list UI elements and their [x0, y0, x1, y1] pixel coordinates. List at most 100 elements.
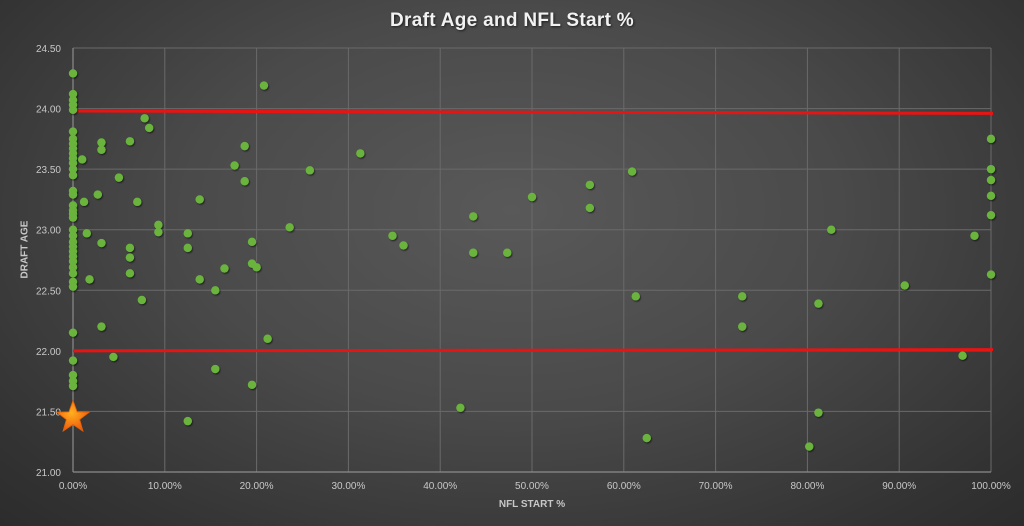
x-tick-label: 10.00%	[148, 481, 182, 492]
data-point	[585, 203, 595, 213]
data-point	[642, 433, 651, 443]
data-point	[82, 229, 91, 238]
x-tick-label: 70.00%	[699, 481, 733, 492]
x-tick-label: 60.00%	[607, 481, 641, 492]
data-point	[68, 231, 78, 240]
y-axis-label: DRAFT AGE	[19, 220, 31, 279]
data-point	[97, 238, 106, 248]
data-point	[68, 328, 78, 337]
data-point	[68, 213, 78, 222]
data-point	[900, 281, 909, 290]
data-point	[527, 192, 537, 202]
data-point	[399, 241, 408, 250]
reference-line	[72, 348, 994, 353]
data-point	[970, 231, 979, 240]
x-tick-label: 90.00%	[882, 481, 916, 492]
data-point	[305, 166, 315, 175]
data-point	[68, 127, 78, 136]
data-point	[263, 334, 272, 343]
y-tick-label: 21.00	[36, 468, 61, 479]
data-point	[805, 442, 814, 451]
star-marker	[55, 399, 91, 433]
data-point	[738, 322, 747, 331]
data-point	[195, 195, 204, 204]
x-tick-label: 30.00%	[331, 481, 365, 492]
data-point	[247, 380, 257, 389]
data-point	[986, 270, 996, 279]
data-point	[827, 225, 836, 234]
data-point	[125, 253, 135, 262]
chart-title: Draft Age and NFL Start %	[390, 10, 634, 31]
data-point	[68, 89, 78, 99]
data-point	[68, 282, 78, 291]
data-point	[114, 173, 124, 182]
data-point	[125, 137, 135, 146]
data-point	[68, 171, 78, 180]
data-point	[109, 352, 118, 362]
data-point	[259, 81, 269, 90]
data-point	[247, 237, 257, 247]
data-point	[68, 69, 78, 78]
data-point	[68, 269, 78, 278]
data-point	[986, 191, 996, 200]
data-point	[79, 197, 89, 207]
data-point	[503, 248, 512, 257]
data-point	[133, 197, 142, 207]
y-tick-label: 23.50	[36, 165, 61, 176]
data-point	[814, 299, 823, 308]
data-point	[97, 322, 106, 331]
data-point	[68, 381, 78, 391]
data-point	[456, 403, 465, 412]
y-tick-label: 22.50	[36, 286, 61, 297]
data-point	[68, 190, 78, 199]
data-point	[814, 408, 823, 417]
data-point	[631, 292, 640, 301]
data-point	[68, 105, 78, 114]
data-point	[585, 180, 595, 190]
data-point	[986, 134, 996, 144]
y-tick-label: 23.00	[36, 226, 61, 237]
data-point	[144, 123, 154, 133]
data-point	[388, 231, 397, 240]
data-point	[68, 356, 78, 365]
x-tick-label: 40.00%	[423, 481, 457, 492]
data-point	[958, 351, 967, 360]
x-tick-label: 50.00%	[515, 481, 549, 492]
data-point	[252, 263, 261, 272]
data-point	[627, 167, 637, 176]
data-point	[285, 223, 294, 232]
data-point	[97, 138, 106, 147]
x-axis-label: NFL START %	[498, 499, 566, 510]
data-point	[68, 370, 78, 380]
data-point	[154, 220, 163, 230]
data-point	[125, 269, 135, 278]
y-tick-label: 21.50	[36, 407, 61, 418]
data-point	[469, 212, 478, 221]
data-point	[183, 229, 192, 238]
data-point	[220, 264, 229, 273]
data-point	[469, 248, 478, 257]
y-tick-label: 24.00	[36, 105, 61, 116]
data-point	[93, 190, 102, 199]
x-tick-label: 100.00%	[971, 481, 1011, 492]
x-tick-label: 80.00%	[790, 481, 824, 492]
data-point	[211, 286, 220, 295]
data-point	[68, 263, 78, 272]
data-point	[986, 175, 996, 185]
data-point	[140, 114, 149, 123]
data-point	[68, 225, 78, 234]
data-point	[77, 155, 87, 164]
data-point	[240, 177, 249, 186]
data-point	[125, 243, 135, 253]
data-point	[240, 141, 249, 151]
reference-line	[72, 109, 994, 115]
data-point	[183, 416, 192, 426]
data-point	[230, 161, 239, 170]
data-point	[986, 210, 996, 220]
data-point	[85, 275, 94, 284]
data-point	[211, 364, 220, 374]
data-point	[738, 292, 747, 301]
data-point	[195, 275, 204, 284]
y-tick-label: 22.00	[36, 347, 61, 358]
